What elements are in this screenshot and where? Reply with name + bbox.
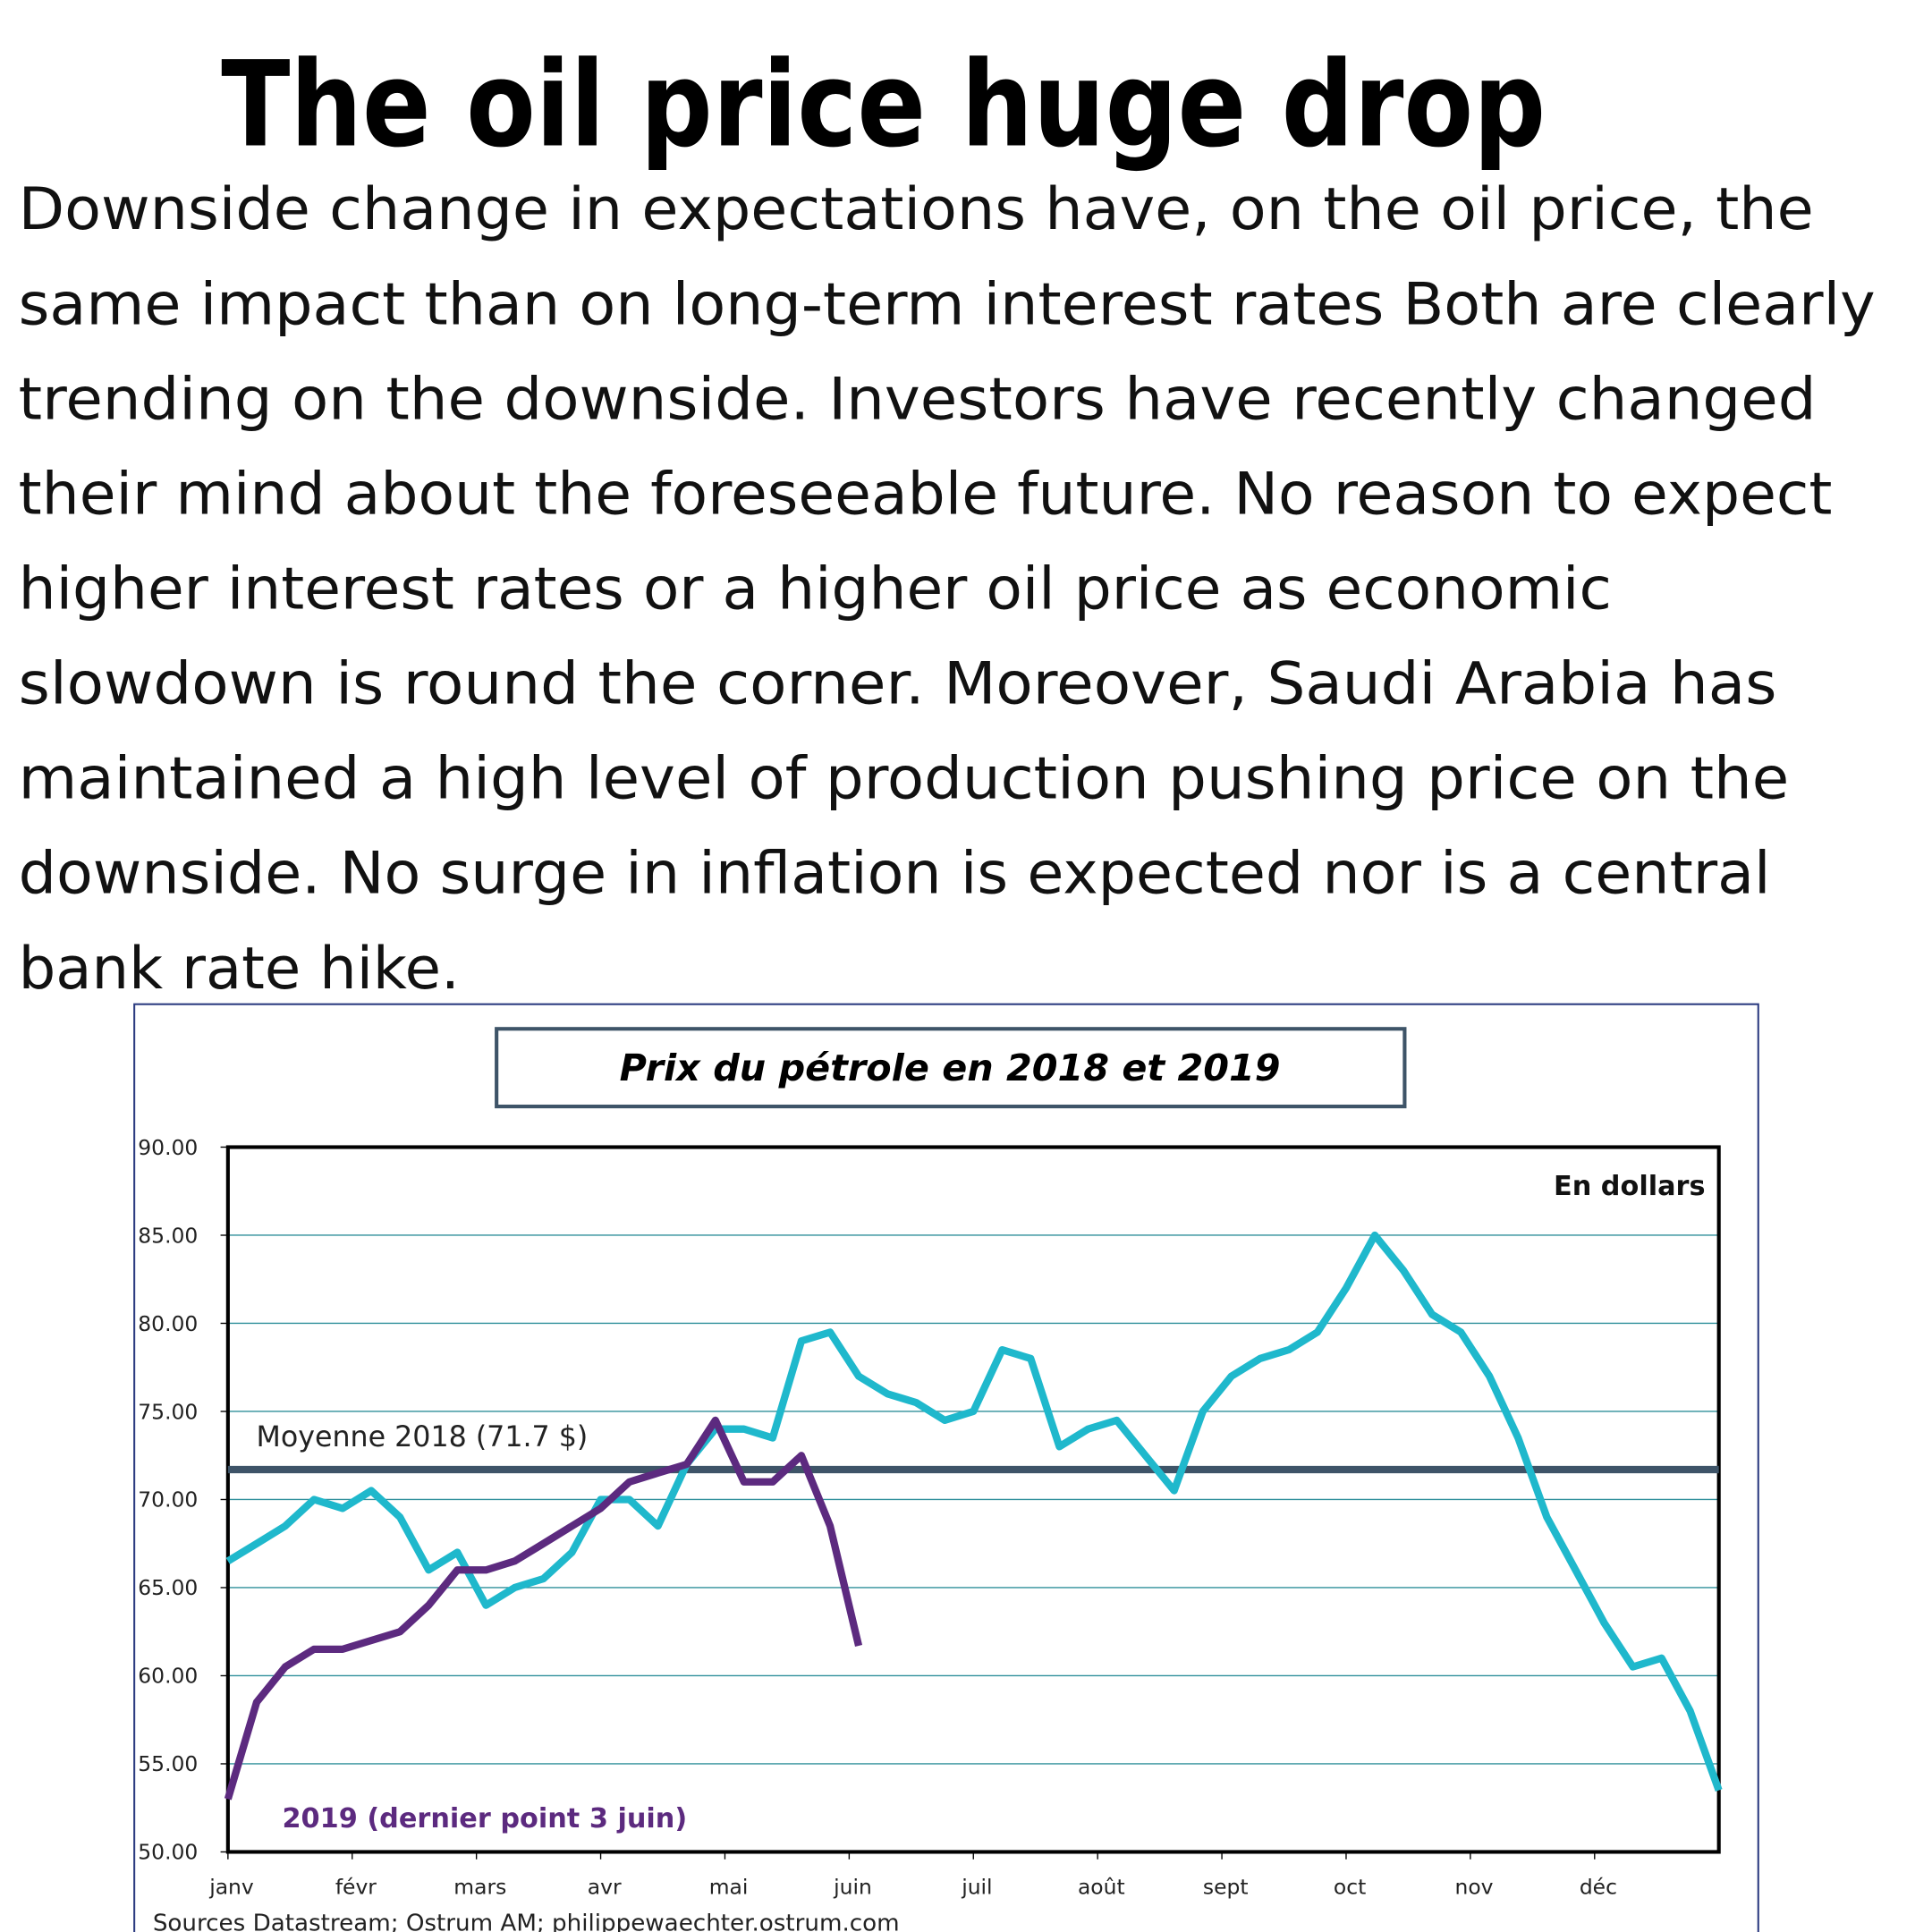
- paragraph-line: downside. No surge in inflation is expec…: [19, 841, 1771, 908]
- x-tick-label: déc: [1580, 1874, 1617, 1899]
- paragraph-line: trending on the downside. Investors have…: [19, 366, 1817, 433]
- paragraph-line: their mind about the foreseeable future.…: [19, 461, 1833, 528]
- chart-title-box: [495, 1027, 1407, 1109]
- page-title: The oil price huge drop: [221, 37, 1546, 174]
- y-tick-label: 55.00: [138, 1751, 198, 1776]
- x-tick-label: janv: [208, 1874, 254, 1899]
- y-tick-label: 60.00: [138, 1664, 198, 1689]
- x-tick-label: mars: [453, 1874, 506, 1899]
- x-tick-label: avr: [588, 1874, 622, 1899]
- x-tick-label: févr: [335, 1874, 377, 1899]
- chart-title: Prix du pétrole en 2018 et 2019: [620, 1046, 1281, 1089]
- paragraph-line: Downside change in expectations have, on…: [19, 176, 1814, 243]
- reference-label: Moyenne 2018 (71.7 $): [257, 1421, 589, 1453]
- paragraph-line: higher interest rates or a higher oil pr…: [19, 556, 1612, 623]
- chart: 50.00 55.00 60.00 65.00 70.00 75.00 80.00 85.00…: [138, 1135, 1723, 1932]
- paragraph-line: slowdown is round the corner. Moreover, …: [19, 651, 1777, 718]
- paragraph-line: same impact than on long-term interest r…: [19, 271, 1876, 338]
- x-tick-label: sept: [1203, 1874, 1249, 1899]
- paragraph-line: bank rate hike.: [19, 936, 460, 1003]
- paragraph-line: maintained a high level of production pu…: [19, 746, 1790, 813]
- unit-label: En dollars: [1554, 1171, 1706, 1202]
- series-line: [225, 1231, 1723, 1792]
- y-tick-label: 85.00: [138, 1223, 198, 1248]
- annotation: 2019 (dernier point 3 juin): [282, 1803, 687, 1835]
- y-tick-label: 65.00: [138, 1575, 198, 1600]
- source: Sources Datastream; Ostrum AM; philippew…: [153, 1911, 900, 1932]
- series-line: [224, 1416, 863, 1801]
- y-tick-label: 75.00: [138, 1399, 198, 1424]
- plot-frame: [225, 1145, 1721, 1854]
- x-tick-label: mai: [709, 1874, 749, 1899]
- y-tick-label: 50.00: [138, 1840, 198, 1865]
- paragraph: Downside change in expectations have, on…: [19, 176, 1876, 1003]
- x-tick-label: juin: [833, 1874, 872, 1899]
- y-tick-label: 80.00: [138, 1311, 198, 1336]
- y-tick-label: 70.00: [138, 1487, 198, 1513]
- x-tick-label: août: [1078, 1874, 1125, 1899]
- x-tick-label: nov: [1455, 1874, 1494, 1899]
- x-tick-label: juil: [961, 1874, 992, 1899]
- y-tick-label: 90.00: [138, 1135, 198, 1160]
- x-tick-label: oct: [1334, 1874, 1366, 1899]
